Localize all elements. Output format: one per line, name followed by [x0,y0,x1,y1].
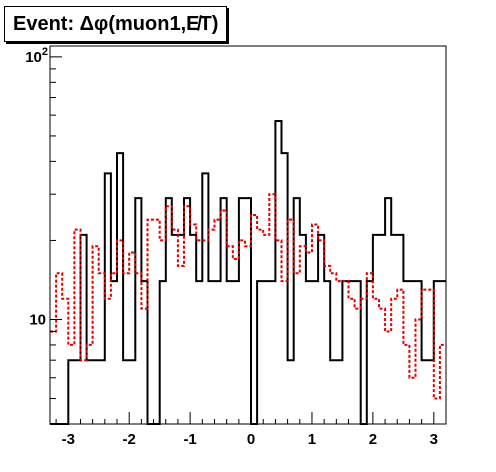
chart-title: Event: Δφ(muon1,E̸T) [13,12,219,35]
y-tick-label: 102 [25,46,48,66]
y-tick-label: 10 [29,311,46,328]
chart-title-box: Event: Δφ(muon1,E̸T) [4,6,228,42]
x-tick-label: 2 [369,431,377,448]
x-tick-label: 0 [247,431,255,448]
plot-frame [49,45,447,425]
x-tick-label: 3 [430,431,438,448]
x-tick-label: 1 [308,431,316,448]
x-tick-label: -3 [62,431,75,448]
axis-layer: -3 -2 -1 0 1 2 3 10 102 [25,46,438,448]
series-2-line [50,193,446,400]
series-1-line [50,120,446,425]
series-layer [50,120,446,425]
x-tick-label: -2 [123,431,136,448]
x-tick-label: -1 [183,431,196,448]
